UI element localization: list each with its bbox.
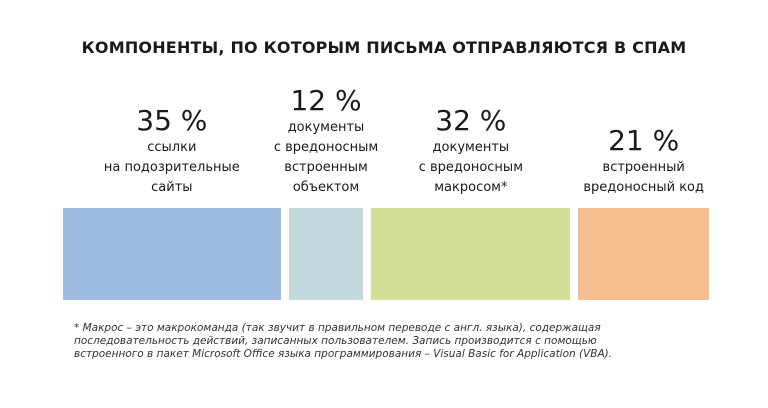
segment-description-line: вредоносный код [583,180,704,195]
bar-segment [288,208,364,300]
segment-description-line: документы [432,140,510,155]
segment-description-line: встроенным [284,160,368,175]
footnote: * Макрос – это макрокоманда (так звучит … [74,322,714,361]
segment-description-line: объектом [292,180,360,195]
segment-description-line: с вредоносным [418,160,524,175]
footnote-line: встроенного в пакет Microsoft Office язы… [74,348,613,360]
segment-percent: 12 % [290,84,362,117]
footnote-line: последовательность действий, записанных … [74,335,597,347]
bar-segment [371,208,571,300]
segment-description-line: макросом* [434,180,508,195]
chart-title: КОМПОНЕНТЫ, ПО КОТОРЫМ ПИСЬМА ОТПРАВЛЯЮТ… [81,38,687,57]
segment-percent: 32 % [435,104,507,137]
segment-description-line: сайты [151,180,193,195]
segment-description-line: документы [287,120,365,135]
segment-description-line: ссылки [147,140,197,155]
bar-segment [63,208,281,300]
segment-percent: 35 % [136,104,208,137]
segment-label: 12 % документы с вредоносным встроенным объе… [241,84,411,198]
segment-percent: 21 % [608,124,680,157]
footnote-line: * Макрос – это макрокоманда (так звучит … [74,322,601,334]
segment-description-line: с вредоносным [273,140,379,155]
segment-description-line: встроенный [602,160,685,175]
bar-segment [578,208,709,300]
segment-description-line: на подозрительные [103,160,240,175]
segment-label: 35 % ссылки на подозрительные сайты [87,104,257,198]
segment-label: 32 % документы с вредоносным макросом* [386,104,556,198]
segment-label: 21 % встроенный вредоносный код [559,124,729,198]
